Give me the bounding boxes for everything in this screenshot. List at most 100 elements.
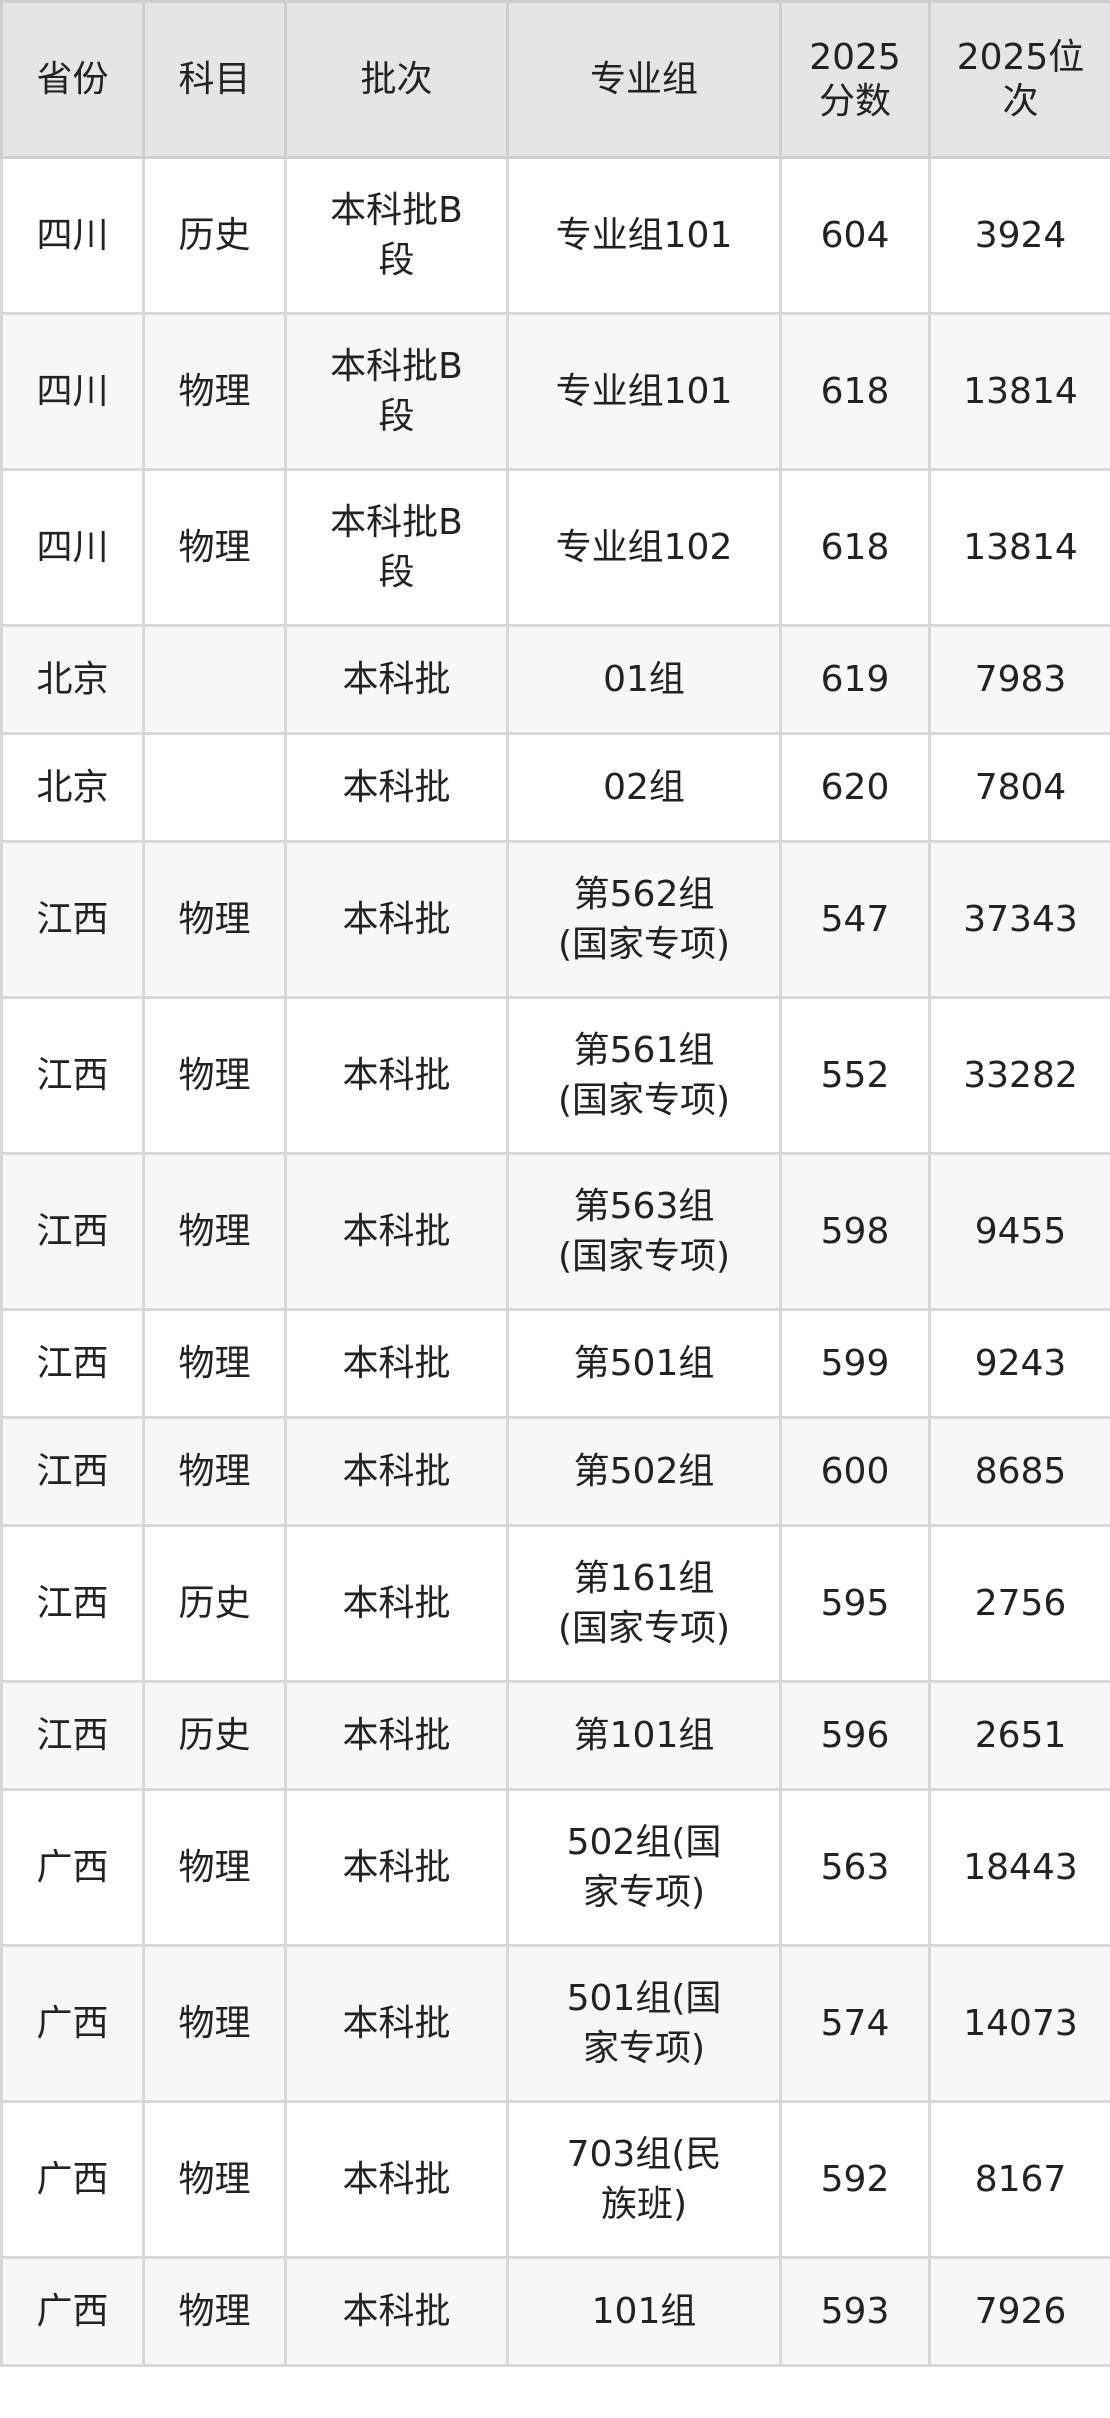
header-row: 省份 科目 批次 专业组 2025分数 2025位次 (0, 0, 1110, 159)
cell-rank-2025: 13814 (928, 312, 1110, 471)
cell-major-group: 第562组(国家专项) (506, 840, 782, 999)
cell-batch: 本科批 (284, 996, 509, 1155)
cell-rank-2025: 2756 (928, 1524, 1110, 1683)
cell-major-group: 专业组101 (506, 312, 782, 471)
cell-rank-2025: 3924 (928, 156, 1110, 315)
cell-rank-2025: 2651 (928, 1680, 1110, 1791)
cell-rank-2025: 7804 (928, 732, 1110, 843)
table-row: 北京 本科批 01组 619 7983 (0, 624, 1110, 735)
cell-subject: 历史 (142, 1524, 287, 1683)
cell-major-group: 第161组(国家专项) (506, 1524, 782, 1683)
cell-subject: 物理 (142, 468, 287, 627)
cell-batch: 本科批 (284, 624, 509, 735)
cell-rank-2025: 8685 (928, 1416, 1110, 1527)
cell-batch: 本科批 (284, 1788, 509, 1947)
cell-rank-2025: 7926 (928, 2256, 1110, 2367)
cell-batch: 本科批 (284, 732, 509, 843)
cell-province: 江西 (0, 1524, 145, 1683)
cell-score-2025: 600 (779, 1416, 931, 1527)
cell-province: 广西 (0, 1944, 145, 2103)
cell-batch: 本科批 (284, 1152, 509, 1311)
cell-batch: 本科批B段 (284, 156, 509, 315)
cell-major-group: 101组 (506, 2256, 782, 2367)
cell-province: 广西 (0, 2256, 145, 2367)
cell-batch: 本科批B段 (284, 468, 509, 627)
cell-province: 北京 (0, 624, 145, 735)
cell-province: 四川 (0, 156, 145, 315)
cell-score-2025: 552 (779, 996, 931, 1155)
cell-subject: 物理 (142, 1944, 287, 2103)
table-row: 广西 物理 本科批 502组(国家专项) 563 18443 (0, 1788, 1110, 1947)
cell-score-2025: 596 (779, 1680, 931, 1791)
cell-score-2025: 593 (779, 2256, 931, 2367)
table-row: 广西 物理 本科批 501组(国家专项) 574 14073 (0, 1944, 1110, 2103)
cell-major-group: 专业组102 (506, 468, 782, 627)
table-row: 江西 物理 本科批 第502组 600 8685 (0, 1416, 1110, 1527)
cell-province: 四川 (0, 468, 145, 627)
cell-subject: 物理 (142, 996, 287, 1155)
table-row: 四川 物理 本科批B段 专业组101 618 13814 (0, 312, 1110, 471)
table-row: 江西 物理 本科批 第562组(国家专项) 547 37343 (0, 840, 1110, 999)
cell-batch: 本科批 (284, 1308, 509, 1419)
cell-province: 江西 (0, 1680, 145, 1791)
cell-major-group: 专业组101 (506, 156, 782, 315)
cell-batch: 本科批 (284, 2256, 509, 2367)
table-row: 北京 本科批 02组 620 7804 (0, 732, 1110, 843)
cell-score-2025: 598 (779, 1152, 931, 1311)
cell-batch: 本科批 (284, 1524, 509, 1683)
cell-major-group: 第563组(国家专项) (506, 1152, 782, 1311)
cell-score-2025: 592 (779, 2100, 931, 2259)
cell-rank-2025: 7983 (928, 624, 1110, 735)
cell-score-2025: 547 (779, 840, 931, 999)
table-row: 江西 历史 本科批 第101组 596 2651 (0, 1680, 1110, 1791)
column-header-score-2025: 2025分数 (779, 0, 931, 159)
cell-score-2025: 619 (779, 624, 931, 735)
cell-province: 江西 (0, 1152, 145, 1311)
cell-major-group: 第502组 (506, 1416, 782, 1527)
cell-subject: 物理 (142, 1308, 287, 1419)
cell-score-2025: 604 (779, 156, 931, 315)
cell-province: 北京 (0, 732, 145, 843)
table-row: 四川 历史 本科批B段 专业组101 604 3924 (0, 156, 1110, 315)
cell-rank-2025: 9455 (928, 1152, 1110, 1311)
cell-subject: 物理 (142, 2100, 287, 2259)
cell-subject: 物理 (142, 312, 287, 471)
table-row: 广西 物理 本科批 703组(民族班) 592 8167 (0, 2100, 1110, 2259)
cell-score-2025: 563 (779, 1788, 931, 1947)
cell-subject: 物理 (142, 1152, 287, 1311)
column-header-major-group: 专业组 (506, 0, 782, 159)
cell-rank-2025: 9243 (928, 1308, 1110, 1419)
cell-subject: 历史 (142, 156, 287, 315)
cell-province: 广西 (0, 2100, 145, 2259)
cell-subject (142, 732, 287, 843)
column-header-batch: 批次 (284, 0, 509, 159)
table-row: 江西 物理 本科批 第501组 599 9243 (0, 1308, 1110, 1419)
cell-rank-2025: 37343 (928, 840, 1110, 999)
cell-score-2025: 595 (779, 1524, 931, 1683)
cell-rank-2025: 14073 (928, 1944, 1110, 2103)
column-header-rank-2025: 2025位次 (928, 0, 1110, 159)
cell-major-group: 703组(民族班) (506, 2100, 782, 2259)
cell-province: 江西 (0, 840, 145, 999)
cell-subject: 物理 (142, 1788, 287, 1947)
cell-score-2025: 618 (779, 312, 931, 471)
cell-major-group: 01组 (506, 624, 782, 735)
cell-province: 江西 (0, 1308, 145, 1419)
cell-subject: 物理 (142, 1416, 287, 1527)
cell-major-group: 第561组(国家专项) (506, 996, 782, 1155)
cell-batch: 本科批 (284, 1416, 509, 1527)
cell-rank-2025: 18443 (928, 1788, 1110, 1947)
cell-subject (142, 624, 287, 735)
cell-rank-2025: 8167 (928, 2100, 1110, 2259)
cell-batch: 本科批 (284, 840, 509, 999)
table-row: 四川 物理 本科批B段 专业组102 618 13814 (0, 468, 1110, 627)
cell-subject: 物理 (142, 840, 287, 999)
cell-rank-2025: 33282 (928, 996, 1110, 1155)
column-header-province: 省份 (0, 0, 145, 159)
cell-score-2025: 618 (779, 468, 931, 627)
cell-subject: 历史 (142, 1680, 287, 1791)
cell-rank-2025: 13814 (928, 468, 1110, 627)
cell-major-group: 第501组 (506, 1308, 782, 1419)
cell-province: 四川 (0, 312, 145, 471)
cell-major-group: 502组(国家专项) (506, 1788, 782, 1947)
